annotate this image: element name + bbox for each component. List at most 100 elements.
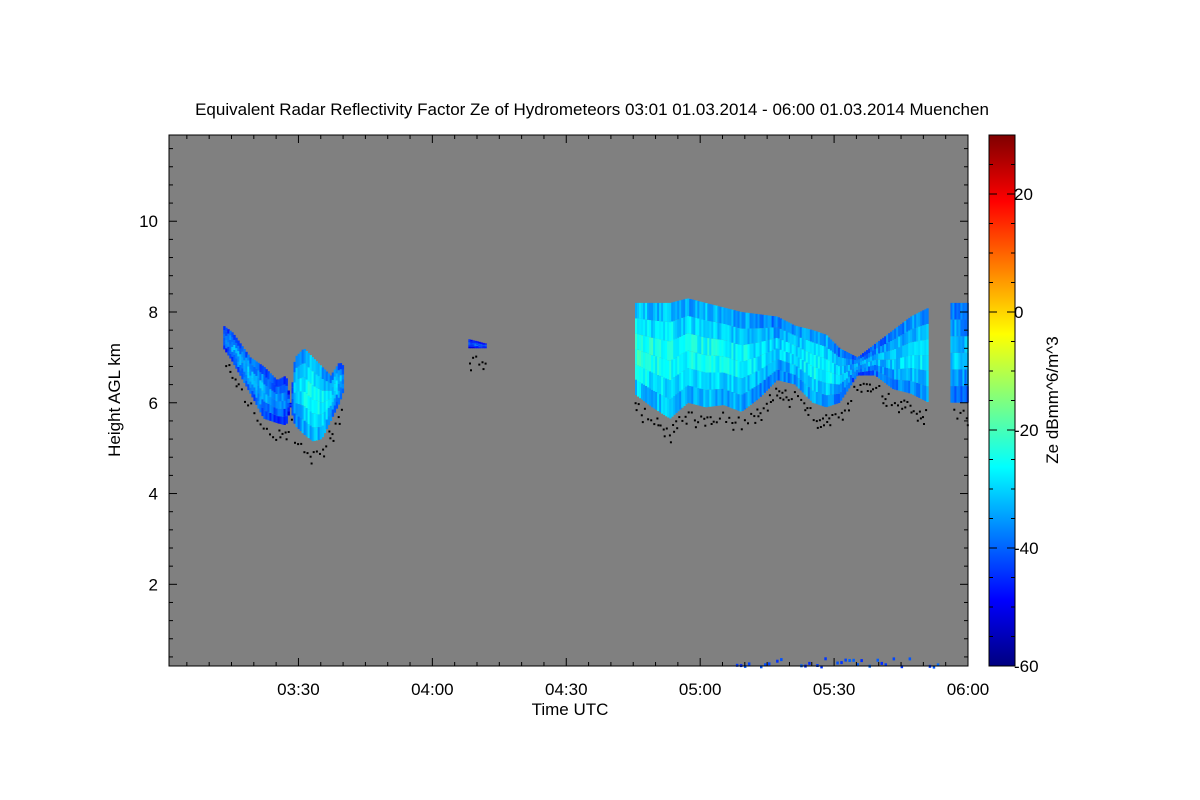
echo-cell — [841, 373, 845, 382]
echo-cell — [908, 368, 911, 381]
echo-cell — [952, 302, 955, 320]
echo-cell — [257, 393, 260, 401]
echo-cell — [727, 325, 730, 342]
echo-cell — [777, 317, 780, 328]
cloud-base-dot — [678, 416, 681, 419]
echo-cell — [307, 409, 310, 424]
echo-cell — [665, 378, 668, 398]
ground-echo-cell — [836, 661, 839, 665]
echo-cell — [785, 362, 789, 373]
echo-cell — [876, 342, 879, 349]
echo-cell — [665, 359, 668, 379]
echo-cell — [267, 387, 270, 396]
echo-cell — [289, 405, 292, 406]
echo-cell — [745, 376, 748, 393]
echo-cell — [327, 373, 331, 383]
echo-cell — [785, 372, 789, 383]
echo-cell — [257, 378, 260, 386]
echo-cell — [283, 392, 286, 401]
cloud-base-dot — [965, 417, 968, 420]
echo-cell — [685, 298, 688, 317]
echo-cell — [635, 364, 638, 380]
echo-cell — [892, 369, 895, 380]
echo-cell — [711, 372, 714, 390]
echo-cell — [293, 392, 296, 404]
echo-cell — [673, 396, 676, 415]
echo-cell — [293, 413, 296, 424]
echo-cell — [825, 335, 829, 348]
echo-cell — [321, 402, 325, 414]
echo-cell — [888, 377, 891, 387]
echo-cell — [669, 322, 672, 342]
echo-cell — [713, 322, 716, 339]
echo-cell — [267, 412, 270, 421]
cloud-base-dot — [759, 412, 762, 415]
echo-cell — [699, 336, 702, 354]
echo-cell — [819, 357, 823, 370]
cloud-base-dot — [757, 415, 760, 418]
echo-cell — [339, 375, 343, 382]
echo-cell — [249, 375, 252, 382]
echo-cell — [813, 391, 817, 404]
echo-cell — [926, 370, 929, 387]
echo-cell — [641, 367, 644, 384]
cloud-base-dot — [925, 409, 928, 412]
echo-cell — [819, 381, 823, 394]
echo-cell — [926, 386, 929, 402]
echo-cell — [705, 337, 708, 356]
echo-cell — [247, 378, 250, 385]
echo-cell — [851, 355, 855, 360]
echo-cell — [870, 366, 873, 371]
cloud-base-dot — [800, 398, 803, 401]
echo-cell — [767, 364, 770, 377]
cloud-base-dot — [309, 455, 312, 458]
echo-cell — [237, 356, 240, 362]
echo-cell — [478, 347, 481, 349]
echo-cell — [922, 325, 925, 341]
echo-cell — [787, 352, 791, 363]
echo-cell — [271, 406, 274, 414]
cloud-base-dot — [668, 434, 671, 437]
echo-cell — [255, 397, 258, 405]
echo-cell — [337, 390, 341, 398]
cloud-base-dot — [482, 368, 485, 371]
echo-cell — [649, 337, 652, 355]
echo-cell — [472, 344, 475, 346]
echo-cell — [305, 408, 308, 423]
echo-cell — [337, 377, 341, 384]
echo-cell — [964, 369, 967, 387]
echo-cell — [245, 369, 248, 375]
echo-cell — [715, 322, 718, 340]
echo-cell — [273, 377, 276, 385]
echo-cell — [649, 320, 652, 338]
ground-echo-cell — [735, 663, 739, 667]
echo-cell — [912, 328, 915, 342]
reflectivity-echo-layer — [223, 298, 969, 442]
echo-cell — [655, 320, 658, 339]
echo-cell — [729, 358, 732, 375]
echo-cell — [259, 388, 262, 397]
echo-cell — [918, 326, 921, 341]
echo-cell — [255, 390, 258, 398]
cloud-base-dot — [885, 404, 888, 407]
colorbar-tick-label: 0 — [1014, 303, 1023, 322]
echo-cell — [858, 365, 861, 370]
echo-cell — [916, 383, 919, 397]
echo-cell — [747, 344, 750, 360]
cloud-base-dot — [790, 398, 793, 401]
echo-cell — [733, 343, 736, 360]
cloud-base-dot — [884, 398, 887, 401]
cloud-base-dot — [779, 397, 782, 400]
echo-cell — [329, 398, 333, 406]
cloud-base-dot — [306, 452, 309, 455]
echo-cell — [729, 391, 732, 408]
ground-echo-cell — [844, 658, 847, 662]
echo-cell — [862, 360, 865, 365]
echo-cell — [868, 362, 871, 367]
echo-cell — [311, 385, 314, 400]
echo-cell — [269, 381, 272, 390]
echo-cell — [311, 413, 314, 428]
echo-cell — [755, 385, 758, 401]
ground-echo-cell — [808, 661, 811, 665]
cloud-base-dot — [294, 441, 296, 444]
